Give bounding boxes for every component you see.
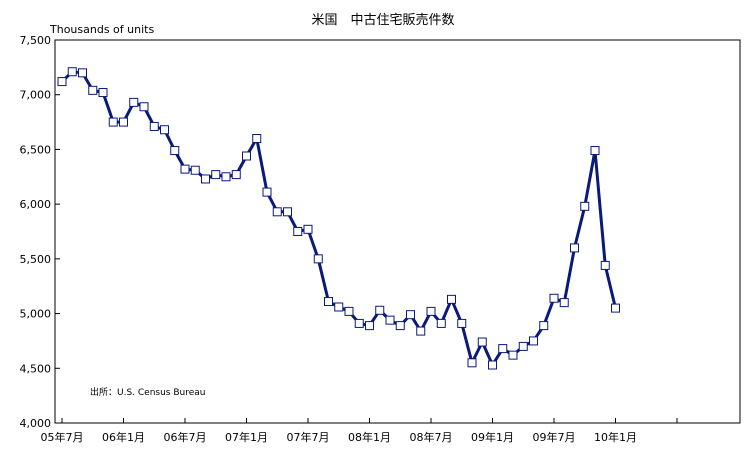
data-point: [67, 67, 77, 77]
x-tick-label: 09年7月: [533, 430, 576, 444]
data-point: [344, 306, 354, 316]
data-point: [180, 164, 190, 174]
data-point: [426, 306, 436, 316]
data-point: [580, 201, 590, 211]
data-point: [272, 207, 282, 217]
data-point: [313, 254, 323, 264]
x-tick-label: 07年7月: [287, 430, 330, 444]
x-tick-label: 06年1月: [102, 430, 145, 444]
data-point: [334, 302, 344, 312]
y-tick-label: 6,500: [20, 143, 52, 156]
data-point: [324, 297, 333, 307]
data-point: [549, 293, 559, 303]
series-line: [60, 70, 617, 367]
data-point: [149, 121, 159, 131]
x-tick-label: 10年1月: [594, 430, 637, 444]
data-point: [160, 125, 169, 135]
data-point: [508, 350, 518, 360]
data-point: [518, 341, 528, 351]
x-tick-label: 06年7月: [164, 430, 207, 444]
data-point: [170, 146, 180, 156]
y-axis: 4,000 4,500 5,000 5,500 6,000 6,500 7,000 7,500: [20, 34, 60, 430]
data-point: [283, 207, 292, 217]
data-point: [201, 174, 210, 184]
x-axis: 05年7月 06年1月 06年7月 07年1月 07年7月 08年1月 08年7月 09年1月…: [41, 418, 678, 444]
data-point: [303, 224, 313, 234]
series-markers: [57, 67, 620, 370]
x-tick-label: 09年1月: [471, 430, 514, 444]
data-point: [293, 227, 303, 236]
data-point: [119, 117, 128, 127]
y-axis-label: Thousands of units: [49, 23, 154, 36]
data-point: [57, 77, 67, 87]
data-point: [600, 260, 610, 270]
data-point: [252, 133, 262, 143]
data-point: [262, 187, 272, 197]
y-tick-label: 7,000: [20, 89, 52, 102]
data-point: [365, 321, 374, 331]
data-point: [570, 243, 579, 253]
data-point: [211, 170, 221, 180]
y-tick-label: 4,000: [20, 417, 52, 430]
data-point: [436, 318, 446, 328]
source-note: 出所：U.S. Census Bureau: [90, 386, 206, 398]
data-point: [457, 318, 467, 328]
y-tick-label: 5,500: [20, 253, 52, 266]
data-point: [98, 88, 108, 98]
data-point: [447, 294, 456, 304]
data-point: [488, 360, 497, 370]
y-tick-label: 5,000: [20, 308, 52, 321]
data-point: [385, 315, 395, 325]
y-tick-label: 6,000: [20, 198, 52, 211]
data-point: [231, 170, 241, 180]
data-point: [139, 102, 149, 112]
x-tick-label: 05年7月: [41, 430, 84, 444]
plot-area: [54, 39, 741, 424]
data-point: [416, 326, 426, 336]
y-tick-label: 4,500: [20, 362, 52, 375]
x-tick-label: 08年7月: [410, 430, 453, 444]
x-tick-label: 08年1月: [348, 430, 391, 444]
data-point: [539, 321, 549, 331]
data-point: [559, 298, 569, 308]
data-point: [467, 358, 477, 368]
x-tick-label: 07年1月: [225, 430, 268, 444]
data-point: [190, 165, 200, 175]
data-point: [78, 68, 87, 78]
data-point: [477, 337, 487, 347]
data-point: [375, 305, 385, 315]
data-point: [354, 318, 364, 328]
data-point: [221, 172, 231, 182]
y-tick-label: 7,500: [20, 34, 52, 47]
data-point: [406, 310, 415, 320]
data-point: [129, 97, 139, 107]
data-point: [611, 303, 620, 313]
data-point: [108, 117, 118, 127]
data-point: [529, 336, 538, 346]
data-point: [498, 344, 508, 354]
data-point: [590, 146, 600, 156]
data-point: [242, 151, 251, 161]
data-point: [395, 321, 405, 331]
chart-title: 米国 中古住宅販売件数: [311, 12, 454, 28]
data-point: [88, 85, 98, 95]
